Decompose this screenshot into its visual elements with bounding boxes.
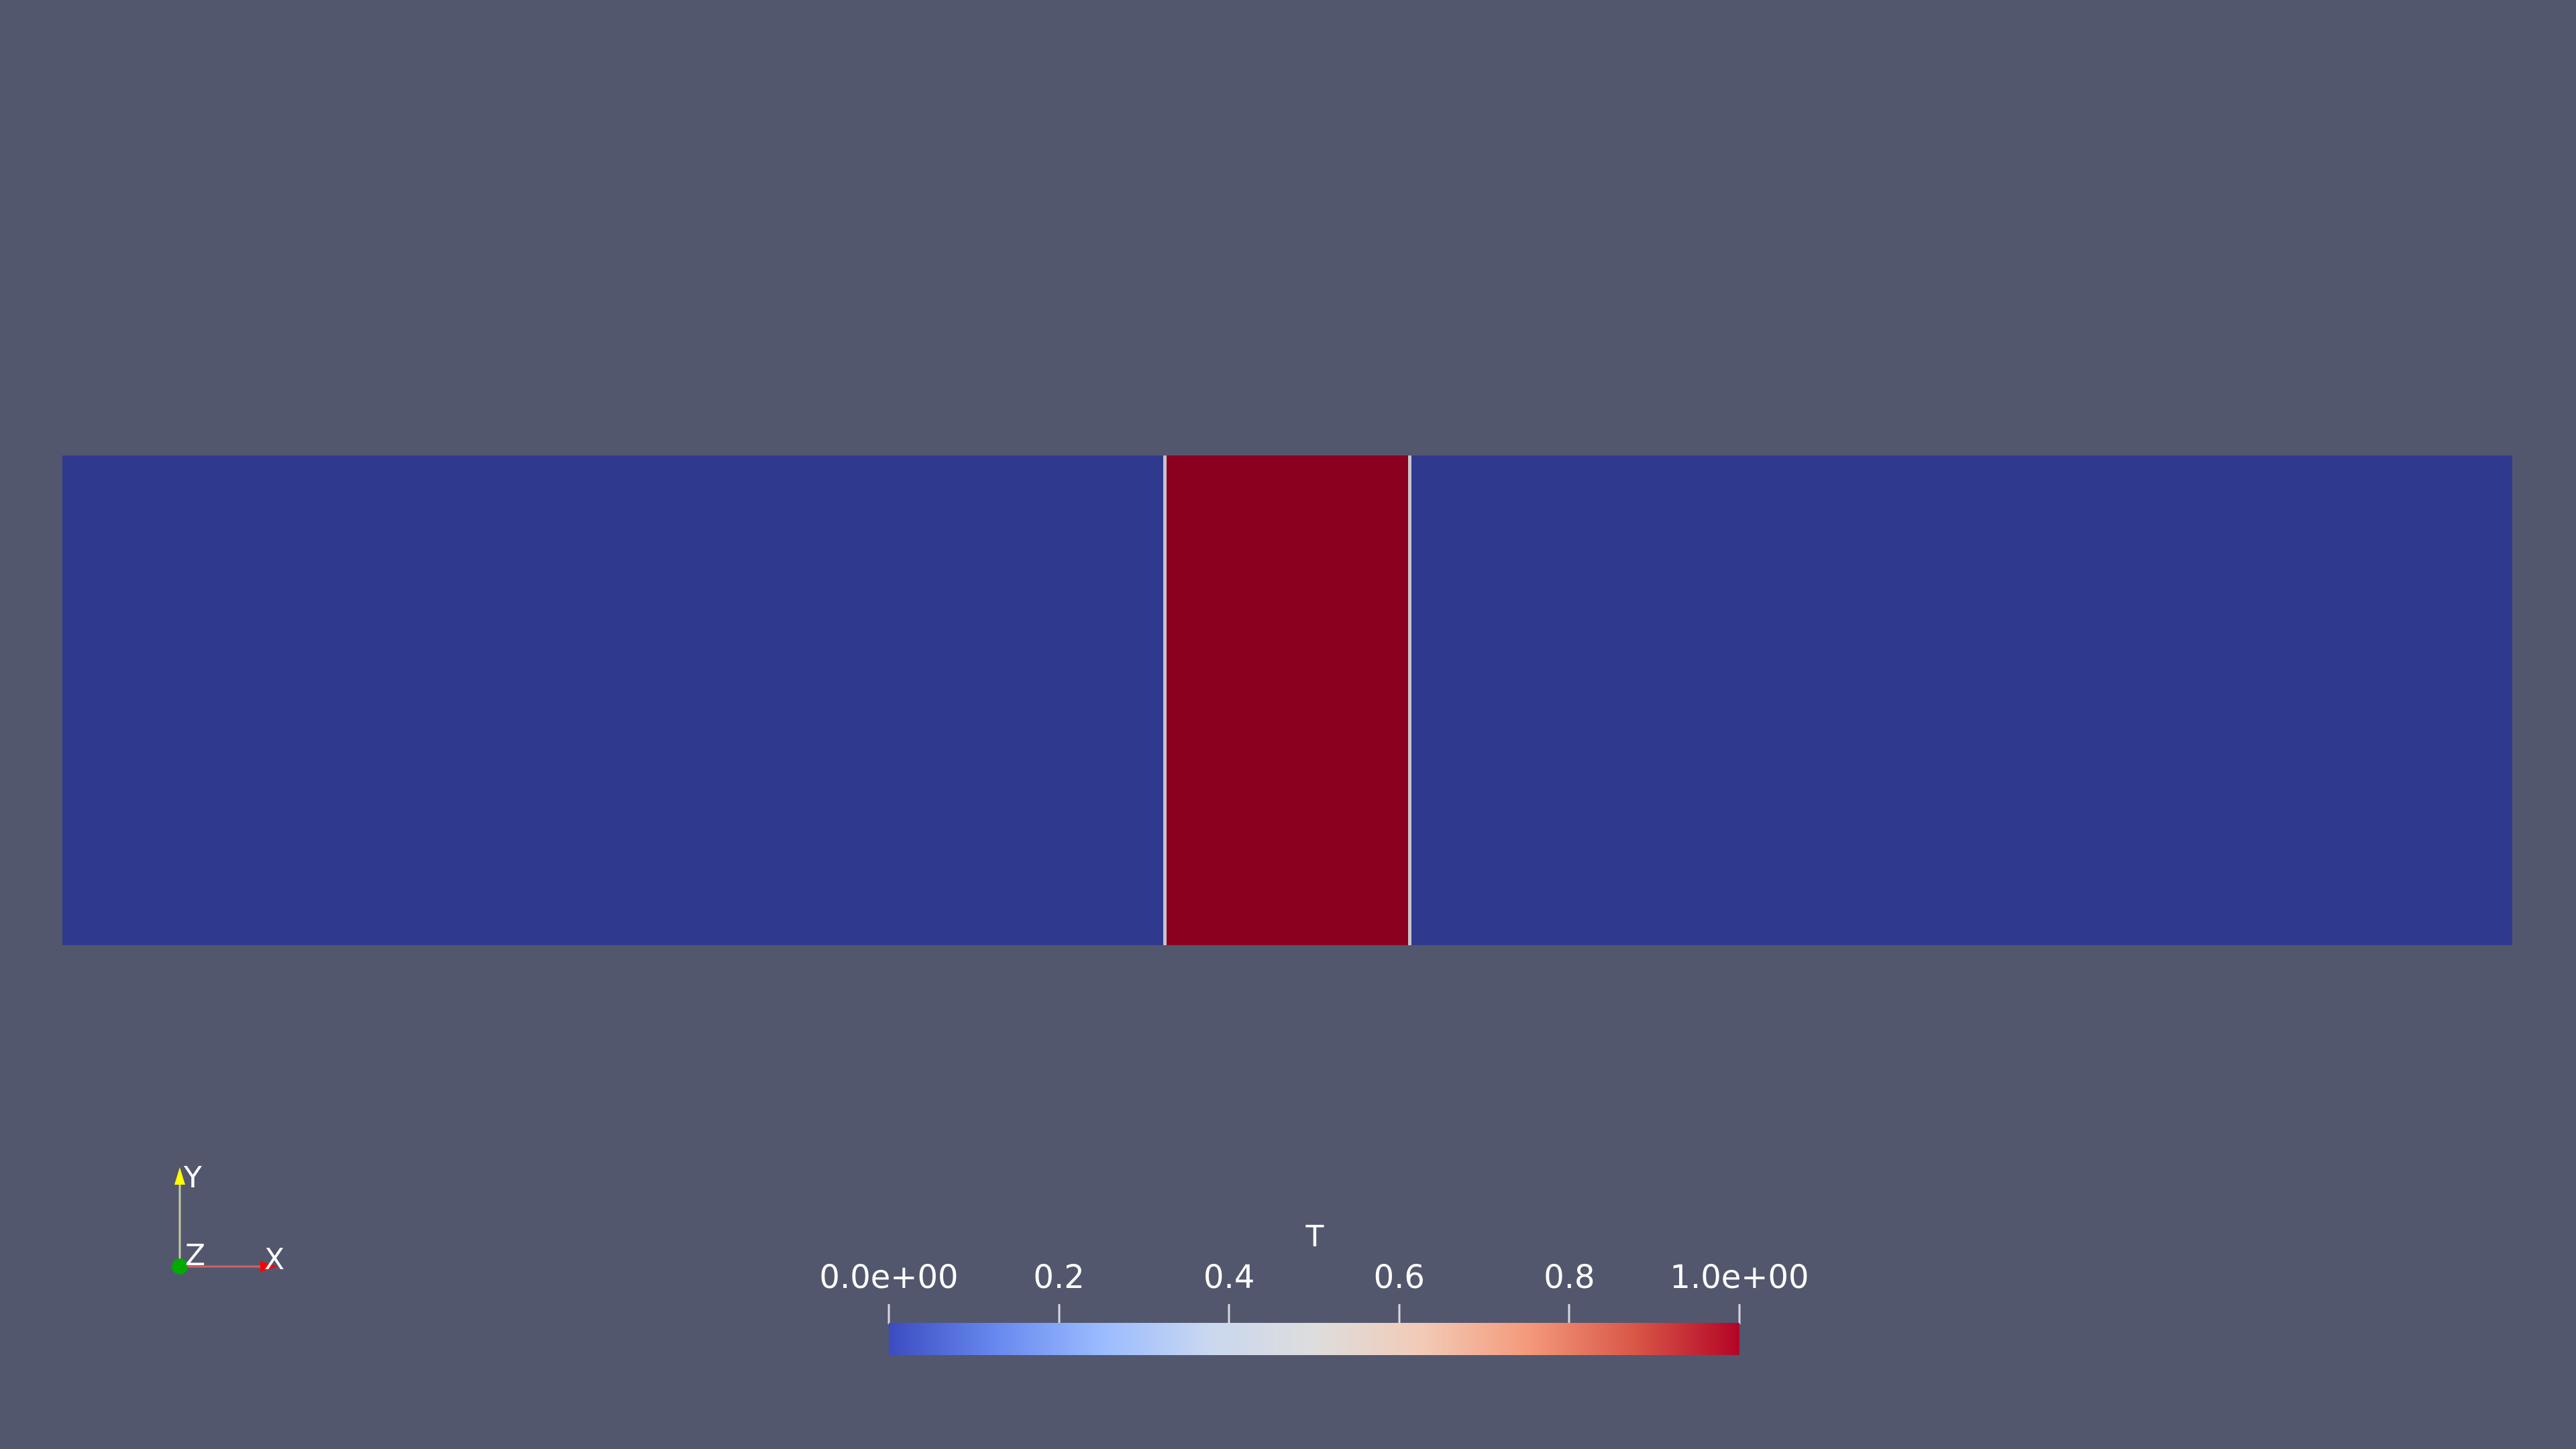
x-axis-label: X [264,1242,285,1277]
legend-tick-mark [1398,1304,1401,1324]
legend-tick-mark [1738,1304,1741,1324]
hot-band-right-edge [1408,455,1411,945]
legend-tick-mark [1568,1304,1570,1324]
legend-tick-label: 0.8 [1544,1258,1595,1296]
legend-color-bar [889,1323,1739,1355]
legend-tick-label: 0.6 [1373,1258,1425,1296]
y-axis-label: Y [184,1161,202,1195]
legend-title: T [1305,1220,1324,1254]
legend-tick-label: 0.4 [1203,1258,1255,1296]
legend-tick-label: 1.0e+00 [1670,1258,1809,1296]
hot-band-left-edge [1163,455,1167,945]
z-axis-label: Z [185,1238,206,1273]
orientation-axes [172,1167,278,1275]
y-axis-arrow-icon [174,1167,185,1185]
legend-tick-label: 0.2 [1033,1258,1085,1296]
legend-tick-mark [1058,1304,1061,1324]
x-axis-arrow-icon [260,1261,278,1272]
legend-tick-mark [888,1304,890,1324]
domain-hot-band [1165,455,1410,945]
legend-tick-label: 0.0e+00 [819,1258,959,1296]
legend-tick-mark [1228,1304,1230,1324]
z-axis-dot-icon [172,1258,188,1275]
